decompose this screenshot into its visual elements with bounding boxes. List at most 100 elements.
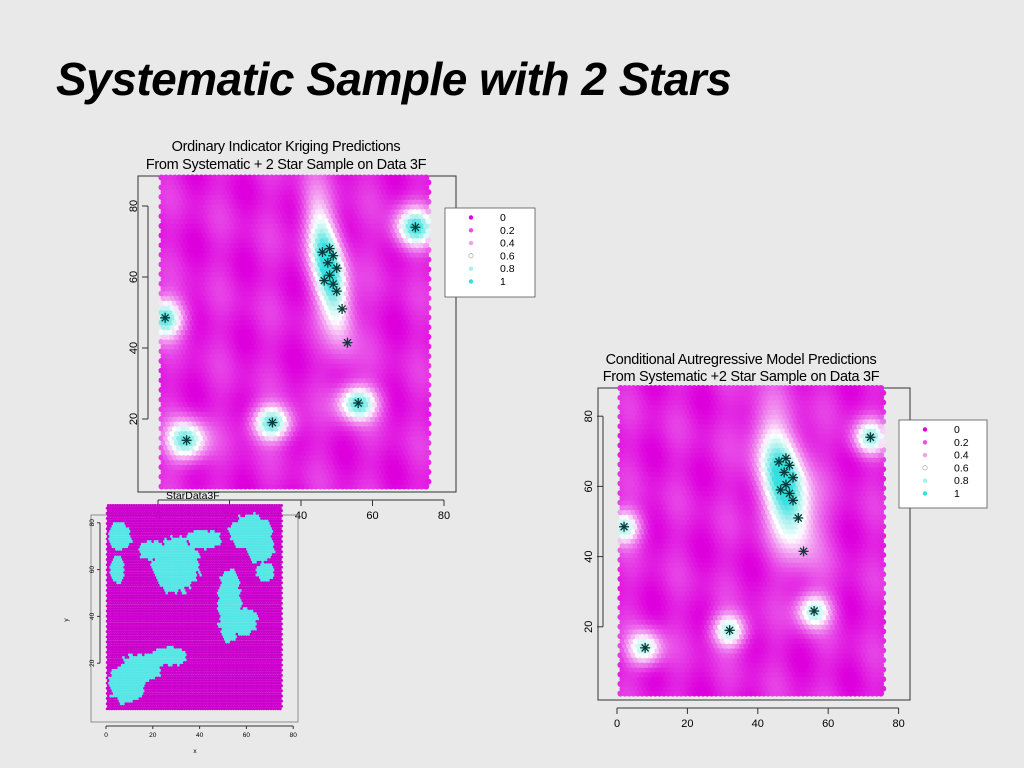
prediction-cell [354, 362, 361, 369]
prediction-cell [211, 396, 218, 403]
prediction-cell [301, 237, 308, 244]
prediction-cell [398, 285, 405, 292]
prediction-cell [372, 285, 379, 292]
prediction-cell [180, 213, 187, 220]
prediction-cell [169, 468, 176, 476]
prediction-cell [396, 328, 403, 336]
prediction-cell [215, 271, 222, 278]
prediction-cell [361, 300, 368, 307]
prediction-cell [160, 285, 167, 292]
prediction-cell [180, 444, 187, 451]
prediction-cell [308, 415, 315, 422]
prediction-cell [304, 348, 311, 355]
prediction-cell [414, 242, 421, 249]
prediction-cell [363, 314, 370, 321]
prediction-cell [215, 300, 222, 307]
prediction-cell [317, 290, 324, 297]
prediction-cell [376, 266, 383, 273]
prediction-cell [182, 285, 189, 292]
prediction-cell [275, 401, 282, 408]
prediction-cell [277, 261, 284, 268]
prediction-cell [204, 285, 211, 292]
prediction-cell [165, 246, 172, 254]
prediction-cell [171, 367, 178, 374]
prediction-cell [387, 406, 394, 413]
prediction-cell [224, 222, 231, 229]
prediction-cell [222, 266, 229, 273]
prediction-cell [414, 338, 421, 345]
prediction-cell [253, 314, 260, 321]
prediction-cell [398, 333, 405, 340]
prediction-cell [180, 473, 187, 480]
prediction-cell [418, 193, 425, 200]
prediction-cell [295, 377, 302, 384]
prediction-cell [209, 468, 216, 476]
prediction-cell [281, 261, 289, 268]
prediction-cell [328, 353, 335, 360]
prediction-cell [253, 382, 260, 389]
prediction-cell [337, 459, 344, 466]
prediction-cell [237, 300, 244, 307]
prediction-cell [398, 343, 405, 350]
prediction-cell [314, 256, 322, 263]
prediction-cell [398, 295, 405, 302]
legend-label: 0.8 [500, 263, 515, 275]
prediction-cell [308, 473, 315, 480]
prediction-cell [233, 483, 240, 490]
prediction-cell [312, 425, 319, 432]
prediction-cell [169, 343, 176, 350]
prediction-cell [394, 430, 401, 437]
prediction-cell [215, 251, 222, 258]
prediction-cell [392, 377, 399, 384]
prediction-cell [317, 203, 324, 210]
prediction-cell [378, 290, 386, 297]
prediction-cell [403, 420, 410, 427]
prediction-cell [317, 319, 324, 326]
prediction-cell [299, 309, 306, 316]
prediction-cell [299, 328, 306, 336]
prediction-cell [176, 280, 183, 287]
prediction-cell [231, 217, 238, 225]
prediction-cell [328, 217, 335, 225]
prediction-cell [165, 237, 172, 244]
prediction-cell [310, 353, 317, 360]
prediction-cell [187, 237, 194, 244]
prediction-cell [288, 401, 295, 408]
prediction-cell [295, 367, 302, 374]
prediction-cell [198, 203, 205, 210]
prediction-cell [180, 271, 187, 278]
prediction-cell [301, 420, 308, 427]
prediction-cell [352, 338, 359, 345]
prediction-cell [407, 275, 414, 282]
prediction-cell [182, 362, 189, 369]
prediction-cell [359, 246, 366, 254]
prediction-cell [330, 328, 337, 336]
prediction-cell [246, 300, 253, 307]
prediction-cell [348, 425, 355, 432]
prediction-cell [301, 217, 308, 225]
prediction-cell [237, 328, 244, 336]
prediction-cell [257, 256, 264, 263]
prediction-cell [306, 468, 313, 476]
prediction-cell [345, 275, 352, 282]
prediction-cell [370, 377, 377, 384]
prediction-cell [398, 246, 405, 254]
prediction-cell [253, 324, 260, 331]
prediction-cell [308, 425, 315, 432]
prediction-cell [348, 454, 355, 461]
prediction-cell [248, 459, 255, 466]
prediction-cell [215, 290, 222, 297]
prediction-cell [268, 464, 275, 471]
prediction-cell [326, 203, 333, 210]
prediction-cell [365, 319, 372, 326]
prediction-cell [244, 266, 251, 273]
prediction-cell [405, 300, 412, 307]
prediction-cell [361, 251, 368, 258]
prediction-cell [312, 367, 319, 374]
prediction-cell [162, 425, 170, 432]
prediction-cell [405, 396, 412, 403]
prediction-cell [182, 324, 189, 331]
prediction-cell [242, 319, 249, 326]
prediction-cell [354, 430, 361, 437]
prediction-cell [270, 333, 277, 340]
